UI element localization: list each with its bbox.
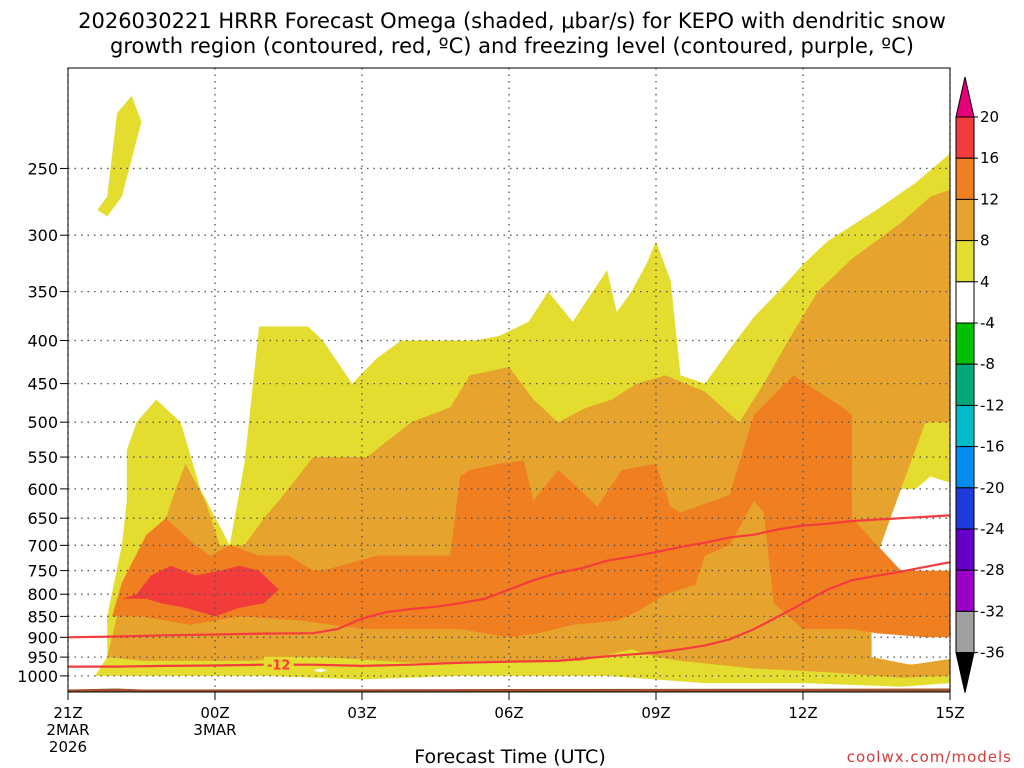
colorbar-tick-label: -24: [980, 520, 1005, 538]
colorbar-tick-label: -4: [980, 314, 995, 332]
colorbar-bin-8: [955, 404, 975, 448]
upper-contour: [67, 514, 951, 639]
y-tick-label-1000: 1000: [17, 667, 58, 686]
contour-label-bg: [263, 656, 294, 672]
colorbar: 20 16 12 8 4 -4 -8 -12 -16 -20 -24 -28 -32 -36: [955, 76, 1005, 693]
colorbar-arrow-bottom: [955, 652, 975, 693]
y-tick-label-500: 500: [27, 413, 58, 432]
terrain-ground: [68, 688, 950, 692]
omega-region-12-16-3: [112, 375, 951, 638]
y-tick-label-250: 250: [27, 159, 58, 178]
y-tick-label-700: 700: [27, 536, 58, 555]
y-tick-label-800: 800: [27, 585, 58, 604]
contour-label: -12: [267, 659, 291, 674]
omega-region-16-20-4: [121, 565, 279, 617]
colorbar-bin-7: [955, 363, 975, 406]
colorbar-bin-13: [955, 610, 975, 654]
colorbar-tick-label: -36: [980, 644, 1005, 662]
colorbar-bin-4: [955, 240, 975, 283]
colorbar-tick-label: 12: [980, 190, 999, 208]
y-axis-ticks: 250 300 350 400 450 500 550 600 650 700 750 800 850 9…: [17, 159, 68, 686]
colorbar-tick-label: -28: [980, 561, 1005, 579]
y-tick-label-850: 850: [27, 607, 58, 626]
colorbar-bin-9: [955, 446, 975, 489]
omega-region-8-12-2: [107, 189, 950, 678]
x-tick-label-15-0: 12Z: [788, 704, 817, 722]
colorbar-tick-label: -20: [980, 479, 1005, 497]
colorbar-bin-11: [955, 528, 975, 571]
colorbar-tick-label: 16: [980, 149, 999, 167]
lower-contour: [68, 561, 951, 668]
x-tick-label-9-0: 06Z: [494, 704, 523, 722]
x-tick-label-3-1: 3MAR: [193, 721, 236, 739]
y-tick-label-600: 600: [27, 480, 58, 499]
colorbar-tick-label: -12: [980, 396, 1005, 414]
y-tick-label-450: 450: [27, 375, 58, 394]
colorbar-bin-3: [955, 198, 975, 242]
colorbar-tick-label: 20: [980, 108, 999, 126]
colorbar-arrow-top: [955, 76, 975, 118]
x-tick-label-18-0: 15Z: [935, 704, 964, 722]
y-tick-label-400: 400: [27, 331, 58, 350]
colorbar-bin-2: [955, 157, 975, 200]
colorbar-bin-6: [955, 322, 975, 365]
x-tick-label-0-2: 2026: [49, 738, 87, 756]
y-tick-label-550: 550: [27, 448, 58, 467]
colorbar-tick-label: -8: [980, 355, 995, 373]
x-tick-label-3-0: 00Z: [200, 704, 229, 722]
colorbar-tick-label: 4: [980, 273, 990, 291]
colorbar-tick-label: -16: [980, 438, 1005, 456]
colorbar-bin-5: [955, 281, 975, 324]
terrain-layer: [68, 688, 950, 692]
colorbar-bin-1: [955, 116, 975, 159]
y-tick-label-750: 750: [27, 562, 58, 581]
y-tick-label-650: 650: [27, 509, 58, 528]
colorbar-tick-label: -32: [980, 602, 1005, 620]
chart-title-line1: 2026030221 HRRR Forecast Omega (shaded, …: [78, 9, 946, 33]
dendritic-contours: -12: [67, 514, 951, 674]
chart-title-line2: growth region (contoured, red, ºC) and f…: [110, 34, 914, 58]
y-tick-label-950: 950: [27, 648, 58, 667]
y-tick-label-900: 900: [27, 628, 58, 647]
omega-shaded-regions: [95, 95, 951, 687]
omega-region--4to4-5: [313, 668, 328, 673]
x-tick-label-0-1: 2MAR: [46, 721, 89, 739]
omega-region-4-8-1: [97, 95, 142, 217]
credit-text: coolwx.com/models: [847, 748, 1012, 766]
colorbar-tick-label: 8: [980, 232, 990, 250]
x-tick-label-12-0: 09Z: [641, 704, 670, 722]
colorbar-bin-12: [955, 569, 975, 612]
y-tick-label-300: 300: [27, 226, 58, 245]
x-axis-label: Forecast Time (UTC): [414, 746, 605, 768]
y-tick-label-350: 350: [27, 283, 58, 302]
colorbar-bin-10: [955, 487, 975, 530]
x-tick-label-6-0: 03Z: [347, 704, 376, 722]
x-tick-label-0-0: 21Z: [53, 704, 82, 722]
